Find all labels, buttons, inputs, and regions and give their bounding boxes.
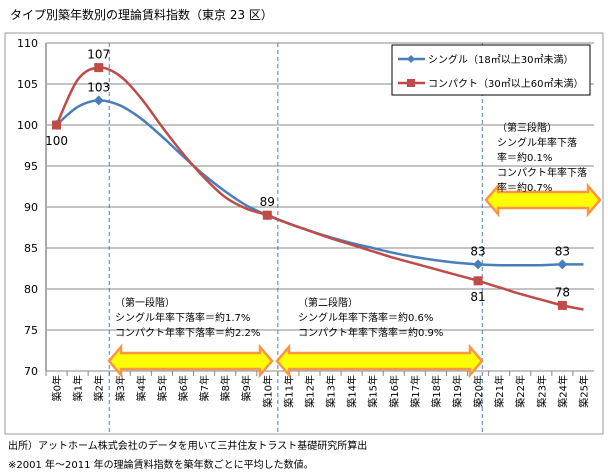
x-tick-label: 築21年 <box>493 375 506 408</box>
x-tick-label: 築7年 <box>198 375 211 401</box>
data-label: 89 <box>260 195 275 209</box>
x-tick-label: 築10年 <box>261 375 274 408</box>
stage-annotation-line: （第三段階） <box>497 121 557 134</box>
y-tick-label: 100 <box>17 119 38 132</box>
y-tick-label: 75 <box>24 324 38 337</box>
x-tick-label: 築13年 <box>325 375 338 408</box>
x-tick-label: 築6年 <box>177 375 190 401</box>
stage-arrow <box>275 343 484 379</box>
legend-diamond-marker <box>407 55 415 63</box>
x-tick-label: 築15年 <box>367 375 380 408</box>
stage-arrow <box>484 182 602 218</box>
x-tick-label: 築25年 <box>577 375 590 408</box>
legend <box>391 44 591 96</box>
x-tick-label: 築23年 <box>535 375 548 408</box>
data-point-marker <box>557 259 568 270</box>
x-tick-label: 築1年 <box>72 375 85 401</box>
data-point-marker <box>93 95 104 106</box>
x-tick-label: 築5年 <box>156 375 169 401</box>
data-point-marker <box>262 210 272 220</box>
stage-annotation-line: 率＝約0.1% <box>497 151 552 164</box>
data-point-marker <box>52 120 62 130</box>
x-tick-label: 築0年 <box>51 375 64 401</box>
data-label: 107 <box>87 48 110 62</box>
stage-annotation-line: 率＝約0.7% <box>497 181 552 194</box>
data-label: 83 <box>555 244 570 258</box>
x-tick-label: 築3年 <box>114 375 127 401</box>
x-tick-label: 築8年 <box>219 375 232 401</box>
y-tick-label: 70 <box>24 365 38 378</box>
stage-annotation-line: コンパクト年率下落率＝約0.9% <box>298 326 443 339</box>
x-tick-label: 築17年 <box>409 375 422 408</box>
data-label: 78 <box>555 285 570 299</box>
stage-annotation-line: シングル年率下落率＝約0.6% <box>298 311 433 324</box>
footnote-method: ※2001 年～2011 年の理論賃料指数を築年数ごとに平均した数値。 <box>8 460 314 471</box>
y-tick-label: 80 <box>24 283 38 296</box>
x-tick-label: 築4年 <box>135 375 148 401</box>
y-tick-label: 95 <box>24 160 38 173</box>
data-point-marker <box>557 300 567 310</box>
x-tick-label: 築24年 <box>556 375 569 408</box>
legend-square-marker <box>407 79 415 87</box>
y-tick-label: 110 <box>17 37 38 50</box>
stage-annotation-line: コンパクト年率下落 <box>497 166 587 179</box>
x-tick-label: 築16年 <box>388 375 401 408</box>
stage-annotation-line: （第二段階） <box>298 296 358 309</box>
legend-label: コンパクト（30㎡以上60㎡未満） <box>428 78 583 90</box>
series-line-compact <box>55 66 584 311</box>
data-label: 100 <box>45 134 68 148</box>
x-tick-label: 築11年 <box>282 375 295 408</box>
footnote-source: 出所）アットホーム株式会社のデータを用いて三井住友トラスト基礎研究所算出 <box>8 441 368 452</box>
stage-annotation-line: （第一段階） <box>115 296 175 309</box>
data-label: 103 <box>87 80 110 94</box>
stage-arrow <box>107 343 274 379</box>
x-tick-label: 築14年 <box>346 375 359 408</box>
x-tick-label: 築12年 <box>303 375 316 408</box>
y-tick-label: 105 <box>17 78 38 91</box>
x-tick-label: 築20年 <box>472 375 485 408</box>
x-tick-label: 築18年 <box>430 375 443 408</box>
y-tick-label: 85 <box>24 242 38 255</box>
stage-annotation-line: シングル年率下落率＝約1.7% <box>115 311 250 324</box>
data-point-marker <box>94 63 104 73</box>
y-tick-label: 90 <box>24 201 38 214</box>
legend-label: シングル（18㎡以上30㎡未満） <box>428 53 573 66</box>
stage-annotation-line: コンパクト年率下落率＝約2.2% <box>115 326 260 339</box>
x-tick-label: 築22年 <box>514 375 527 408</box>
data-point-marker <box>473 276 483 286</box>
data-label: 83 <box>470 244 485 258</box>
page-title: タイプ別築年数別の理論賃料指数（東京 23 区） <box>10 8 273 22</box>
data-label: 81 <box>470 290 485 304</box>
x-tick-label: 築2年 <box>93 375 106 401</box>
x-tick-label: 築9年 <box>240 375 253 401</box>
stage-annotation-line: シングル年率下落 <box>497 136 577 149</box>
x-tick-label: 築19年 <box>451 375 464 408</box>
data-point-marker <box>473 259 484 270</box>
